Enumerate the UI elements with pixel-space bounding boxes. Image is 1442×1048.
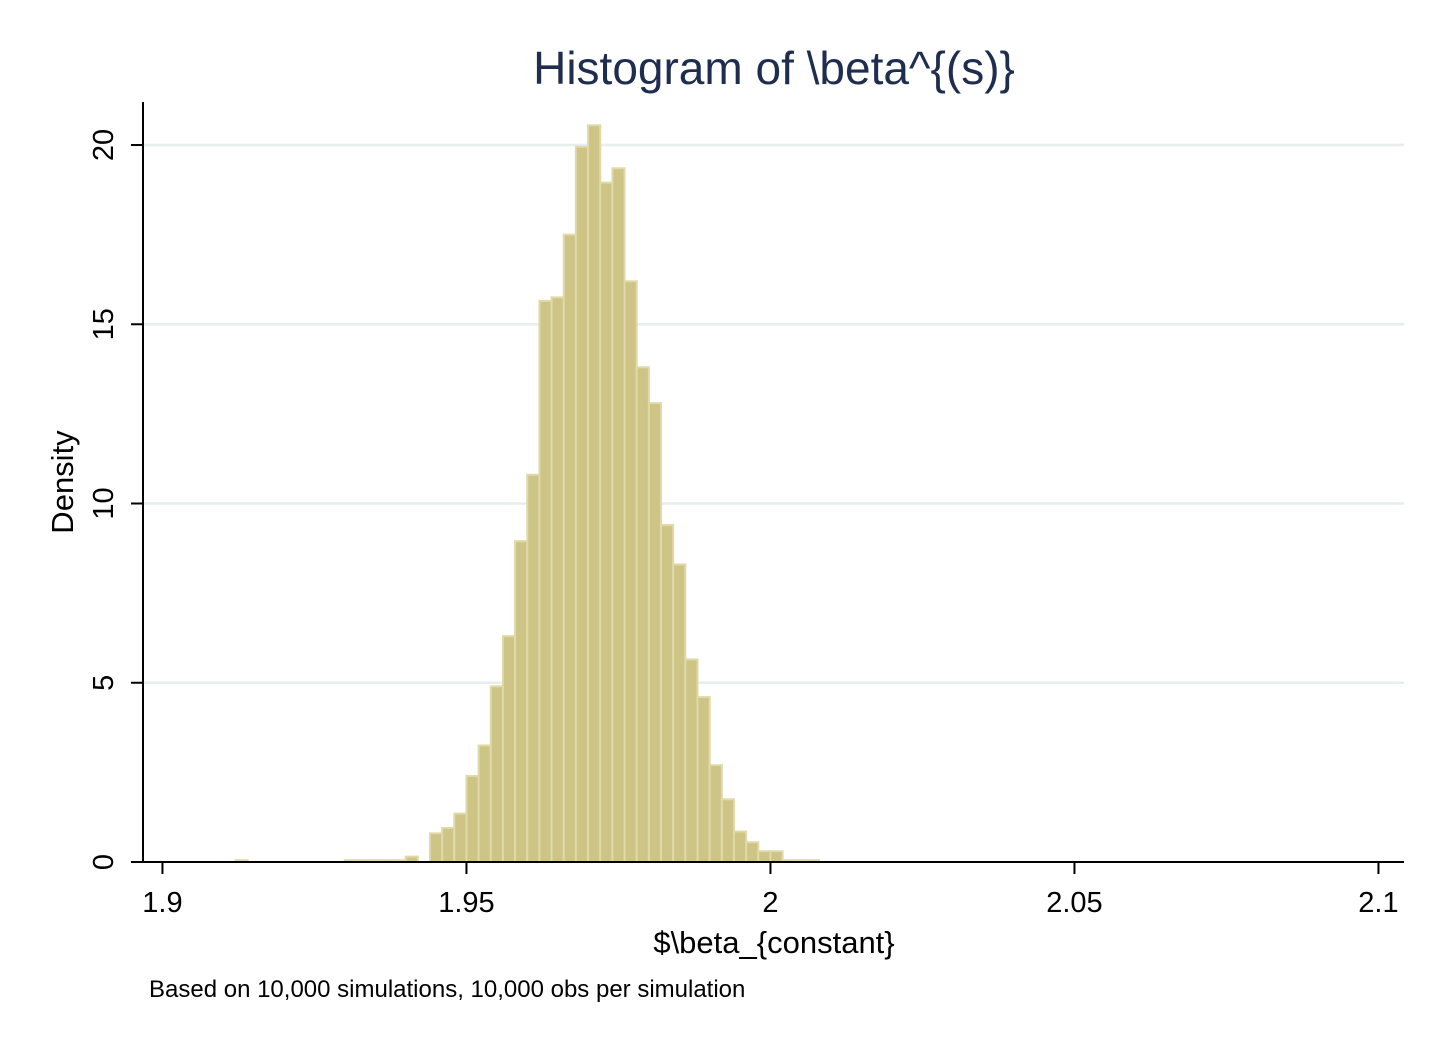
histogram-bar-32 xyxy=(732,830,748,864)
histogram-bar-19 xyxy=(574,145,590,863)
y-axis-title: Density xyxy=(45,430,80,534)
y-tick-label-3: 15 xyxy=(88,308,120,340)
histogram-bar-10 xyxy=(465,774,480,864)
y-tick-label-4: 20 xyxy=(88,129,120,161)
histogram-bar-24 xyxy=(635,366,650,863)
x-tick-label-4: 2.1 xyxy=(1358,887,1398,919)
histogram-bar-26 xyxy=(660,524,675,863)
x-tick-label-1: 1.95 xyxy=(438,887,494,919)
histogram-bar-28 xyxy=(684,658,699,863)
chart-title: Histogram of \beta^{(s)} xyxy=(533,42,1015,94)
histogram-bar-11 xyxy=(477,744,492,863)
histogram-bar-17 xyxy=(550,296,565,863)
x-tick-label-3: 2.05 xyxy=(1046,887,1102,919)
histogram-bar-34 xyxy=(757,850,772,864)
histogram-bar-22 xyxy=(611,167,626,864)
histogram-bar-29 xyxy=(696,696,711,864)
histogram-bar-16 xyxy=(538,299,553,863)
histogram-bar-23 xyxy=(623,280,638,863)
histogram-bar-33 xyxy=(745,841,760,864)
y-tick-label-0: 0 xyxy=(88,854,120,870)
y-tick-label-2: 10 xyxy=(88,487,120,519)
histogram-bar-13 xyxy=(501,635,517,863)
x-tick-label-0: 1.9 xyxy=(142,887,182,919)
histogram-bar-12 xyxy=(489,685,504,863)
histogram-bars xyxy=(234,124,821,864)
y-tick-label-1: 5 xyxy=(88,675,120,691)
histogram-bar-27 xyxy=(672,563,687,863)
histogram-bar-18 xyxy=(562,233,577,864)
x-axis-title: $\beta_{constant} xyxy=(653,925,894,960)
histogram-bar-20 xyxy=(587,124,602,864)
y-axis-ticks: 0 5 10 15 20 xyxy=(88,129,143,870)
histogram-bar-9 xyxy=(453,812,468,863)
histogram-bar-15 xyxy=(526,473,541,863)
x-tick-label-2: 2 xyxy=(762,887,778,919)
histogram-bar-31 xyxy=(720,798,735,864)
histogram-bar-8 xyxy=(441,826,456,864)
histogram-bar-35 xyxy=(769,850,784,864)
axes xyxy=(142,102,1404,863)
histogram-bar-21 xyxy=(599,181,614,863)
x-axis-ticks: 1.9 1.95 2 2.05 2.1 xyxy=(142,862,1399,919)
histogram-bar-25 xyxy=(647,402,663,863)
histogram-bar-30 xyxy=(708,764,723,863)
histogram-bar-14 xyxy=(514,540,529,863)
histogram-bar-7 xyxy=(428,832,444,863)
gridlines xyxy=(143,143,1404,685)
chart-note: Based on 10,000 simulations, 10,000 obs … xyxy=(149,976,745,1003)
